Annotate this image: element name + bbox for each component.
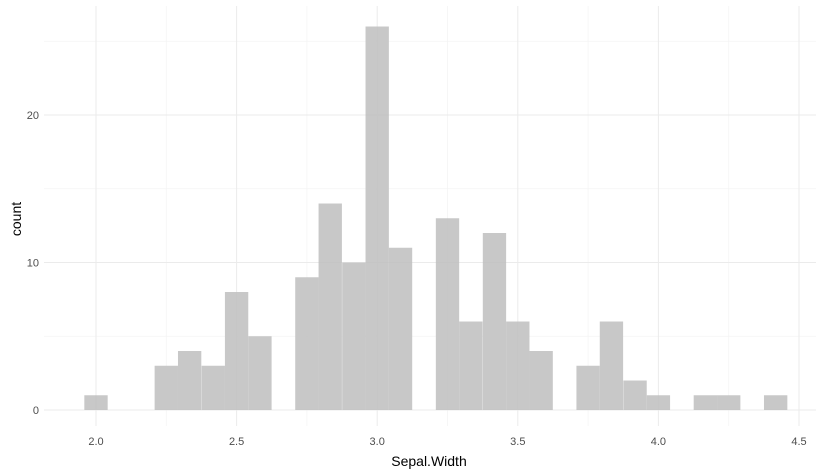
histogram-bar bbox=[623, 380, 647, 410]
histogram-bar bbox=[342, 262, 366, 410]
x-tick-label: 3.0 bbox=[370, 436, 385, 448]
histogram-bar bbox=[763, 395, 788, 410]
grid-layer bbox=[44, 6, 816, 426]
histogram-bar bbox=[599, 321, 624, 410]
histogram-bar bbox=[318, 203, 342, 410]
histogram-bar bbox=[576, 365, 600, 410]
histogram-bar bbox=[201, 365, 225, 410]
x-tick-label: 2.0 bbox=[88, 436, 103, 448]
y-tick-label: 20 bbox=[27, 110, 39, 122]
x-tick-label: 4.0 bbox=[651, 436, 666, 448]
x-axis-title: Sepal.Width bbox=[391, 453, 466, 469]
y-axis-title: count bbox=[8, 202, 24, 236]
x-axis-ticks: 2.0 2.5 3.0 3.5 4.0 4.5 bbox=[88, 436, 806, 448]
histogram-bar bbox=[248, 336, 272, 410]
histogram-bar bbox=[435, 218, 460, 410]
histogram-bar bbox=[717, 395, 741, 410]
histogram-bar bbox=[224, 292, 249, 410]
y-tick-label: 10 bbox=[27, 258, 39, 270]
x-tick-label: 2.5 bbox=[229, 436, 244, 448]
y-axis-ticks: 0 10 20 bbox=[27, 110, 39, 417]
x-tick-label: 3.5 bbox=[510, 436, 525, 448]
histogram-bar bbox=[506, 321, 530, 410]
histogram-bar bbox=[388, 247, 413, 410]
x-tick-label: 4.5 bbox=[791, 436, 806, 448]
histogram-bar bbox=[295, 277, 319, 410]
histogram-bar bbox=[693, 395, 718, 410]
histogram-bar bbox=[529, 351, 553, 410]
bars-layer bbox=[84, 26, 788, 410]
histogram-bar bbox=[482, 233, 507, 410]
histogram-bar bbox=[177, 351, 202, 410]
y-tick-label: 0 bbox=[33, 405, 39, 417]
histogram-bar bbox=[154, 365, 178, 410]
histogram-bar bbox=[365, 26, 389, 410]
histogram-bar bbox=[646, 395, 671, 410]
histogram-bar bbox=[84, 395, 108, 410]
histogram-bar bbox=[459, 321, 483, 410]
